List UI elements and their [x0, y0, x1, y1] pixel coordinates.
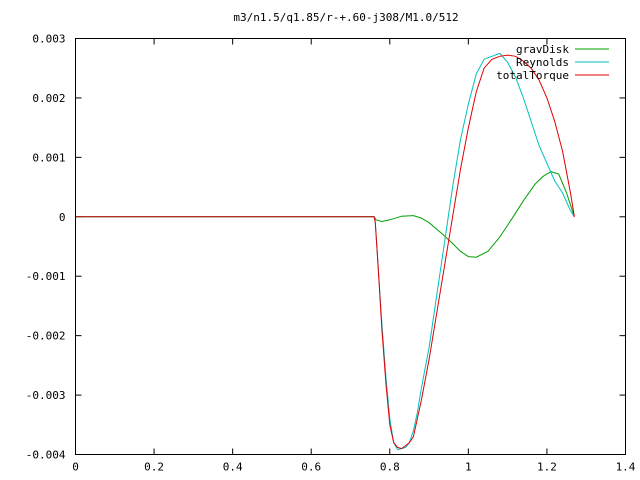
y-axis-ticks: 0.003 0.002 0.001 0 -0.001 -0.002 -0.003 -0.004: [26, 33, 626, 462]
x-tick-label: 0.6: [301, 461, 321, 474]
legend-label: Reynolds: [516, 56, 569, 69]
x-tick-label: 1.4: [616, 461, 636, 474]
series-line-gravdisk: [75, 171, 575, 258]
legend-label: gravDisk: [516, 43, 569, 56]
chart-title: m3/n1.5/q1.85/r-+.60-j308/M1.0/512: [233, 11, 458, 24]
x-tick-label: 1.2: [537, 461, 557, 474]
legend-label: totalTorque: [496, 69, 569, 82]
x-tick-label: 1: [465, 461, 472, 474]
x-tick-label: 0.2: [144, 461, 164, 474]
y-tick-label: 0.002: [32, 92, 65, 105]
y-tick-label: -0.003: [26, 389, 66, 402]
y-tick-label: -0.004: [26, 449, 66, 462]
x-tick-label: 0: [72, 461, 79, 474]
data-series: [75, 52, 575, 451]
x-axis-ticks: 0 0.2 0.4 0.6 0.8 1 1.2 1.4: [72, 38, 636, 474]
x-tick-label: 0.8: [380, 461, 400, 474]
y-tick-label: 0: [59, 211, 66, 224]
y-tick-label: 0.001: [32, 151, 65, 164]
y-tick-label: -0.002: [26, 330, 66, 343]
series-line-reynolds: [75, 52, 575, 451]
plot-frame: [75, 38, 626, 455]
y-tick-label: 0.003: [32, 33, 65, 46]
series-line-totaltorque: [75, 54, 575, 450]
x-tick-label: 0.4: [223, 461, 243, 474]
y-tick-label: -0.001: [26, 270, 66, 283]
